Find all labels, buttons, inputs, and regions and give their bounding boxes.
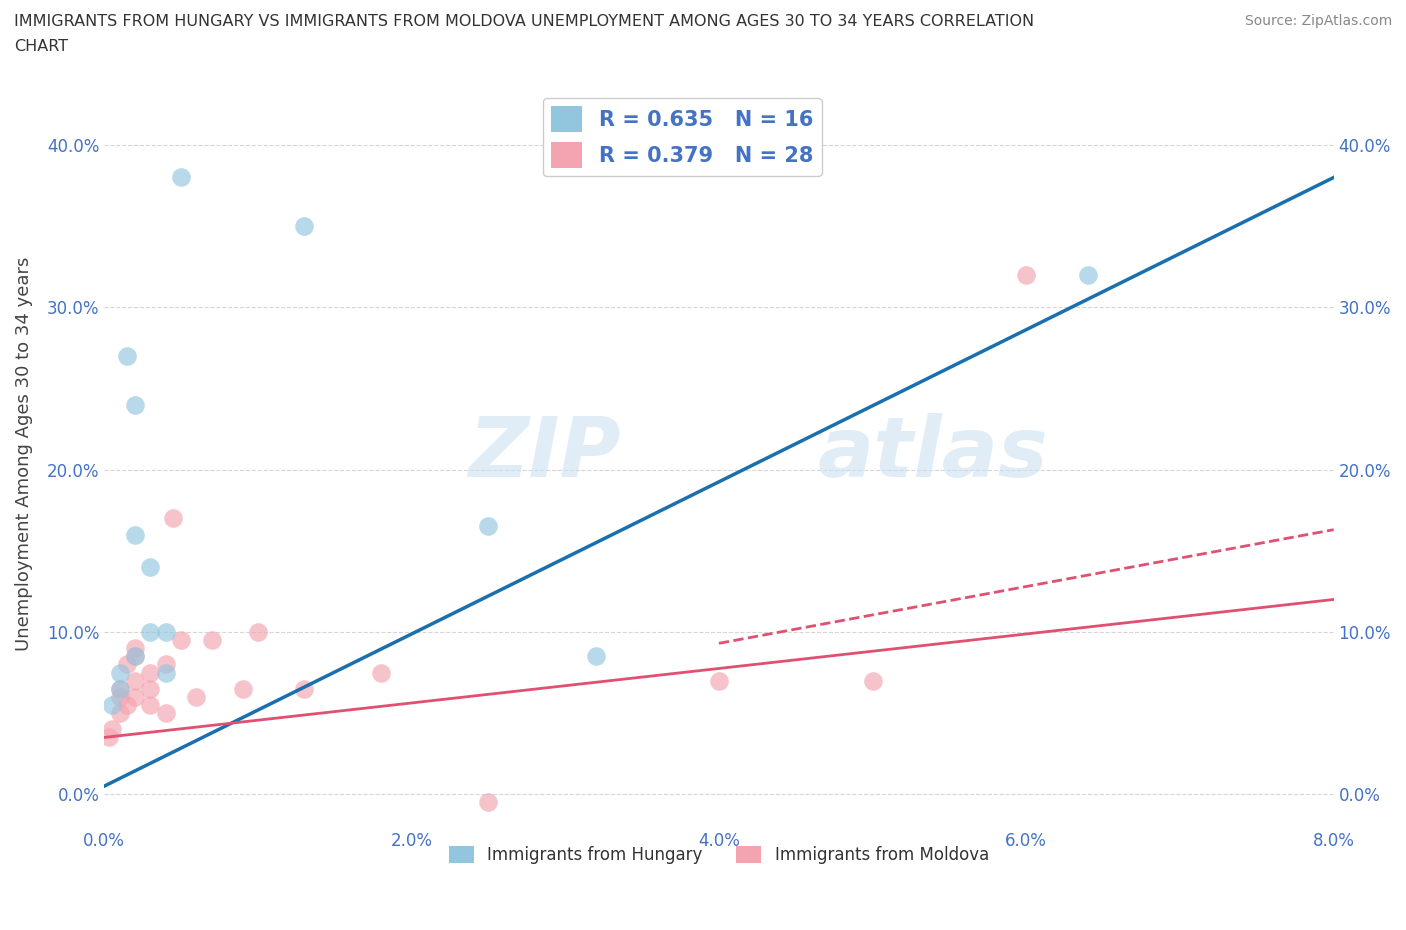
Point: [139, 625, 162, 640]
Point: [139, 698, 162, 712]
Text: ZIP: ZIP: [468, 413, 620, 494]
Point: [124, 641, 146, 656]
Point: [108, 682, 131, 697]
Point: [101, 698, 124, 712]
Point: [232, 682, 254, 697]
Point: [155, 657, 177, 671]
Point: [124, 527, 146, 542]
Point: [1015, 268, 1038, 283]
Point: [124, 689, 146, 704]
Point: [862, 673, 884, 688]
Point: [477, 519, 499, 534]
Point: [370, 665, 392, 680]
Point: [1077, 268, 1099, 283]
Point: [246, 625, 269, 640]
Point: [155, 706, 177, 721]
Point: [124, 649, 146, 664]
Point: [117, 349, 139, 364]
Point: [108, 689, 131, 704]
Legend: Immigrants from Hungary, Immigrants from Moldova: Immigrants from Hungary, Immigrants from…: [443, 839, 995, 870]
Point: [201, 632, 224, 647]
Point: [162, 511, 184, 525]
Point: [292, 682, 315, 697]
Point: [108, 706, 131, 721]
Text: IMMIGRANTS FROM HUNGARY VS IMMIGRANTS FROM MOLDOVA UNEMPLOYMENT AMONG AGES 30 TO: IMMIGRANTS FROM HUNGARY VS IMMIGRANTS FR…: [14, 14, 1035, 29]
Point: [108, 682, 131, 697]
Point: [292, 219, 315, 233]
Point: [124, 673, 146, 688]
Point: [155, 665, 177, 680]
Point: [97, 730, 120, 745]
Point: [186, 689, 208, 704]
Point: [139, 560, 162, 575]
Point: [585, 649, 607, 664]
Point: [170, 632, 193, 647]
Point: [139, 682, 162, 697]
Point: [170, 170, 193, 185]
Point: [155, 625, 177, 640]
Point: [707, 673, 730, 688]
Point: [124, 397, 146, 412]
Text: atlas: atlas: [817, 413, 1047, 494]
Text: CHART: CHART: [14, 39, 67, 54]
Point: [124, 649, 146, 664]
Point: [101, 722, 124, 737]
Point: [117, 698, 139, 712]
Text: Source: ZipAtlas.com: Source: ZipAtlas.com: [1244, 14, 1392, 28]
Point: [108, 665, 131, 680]
Point: [117, 657, 139, 671]
Point: [139, 665, 162, 680]
Point: [477, 795, 499, 810]
Y-axis label: Unemployment Among Ages 30 to 34 years: Unemployment Among Ages 30 to 34 years: [15, 257, 32, 651]
